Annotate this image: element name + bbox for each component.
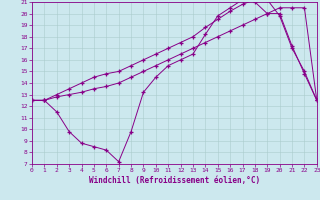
X-axis label: Windchill (Refroidissement éolien,°C): Windchill (Refroidissement éolien,°C) [89,176,260,185]
